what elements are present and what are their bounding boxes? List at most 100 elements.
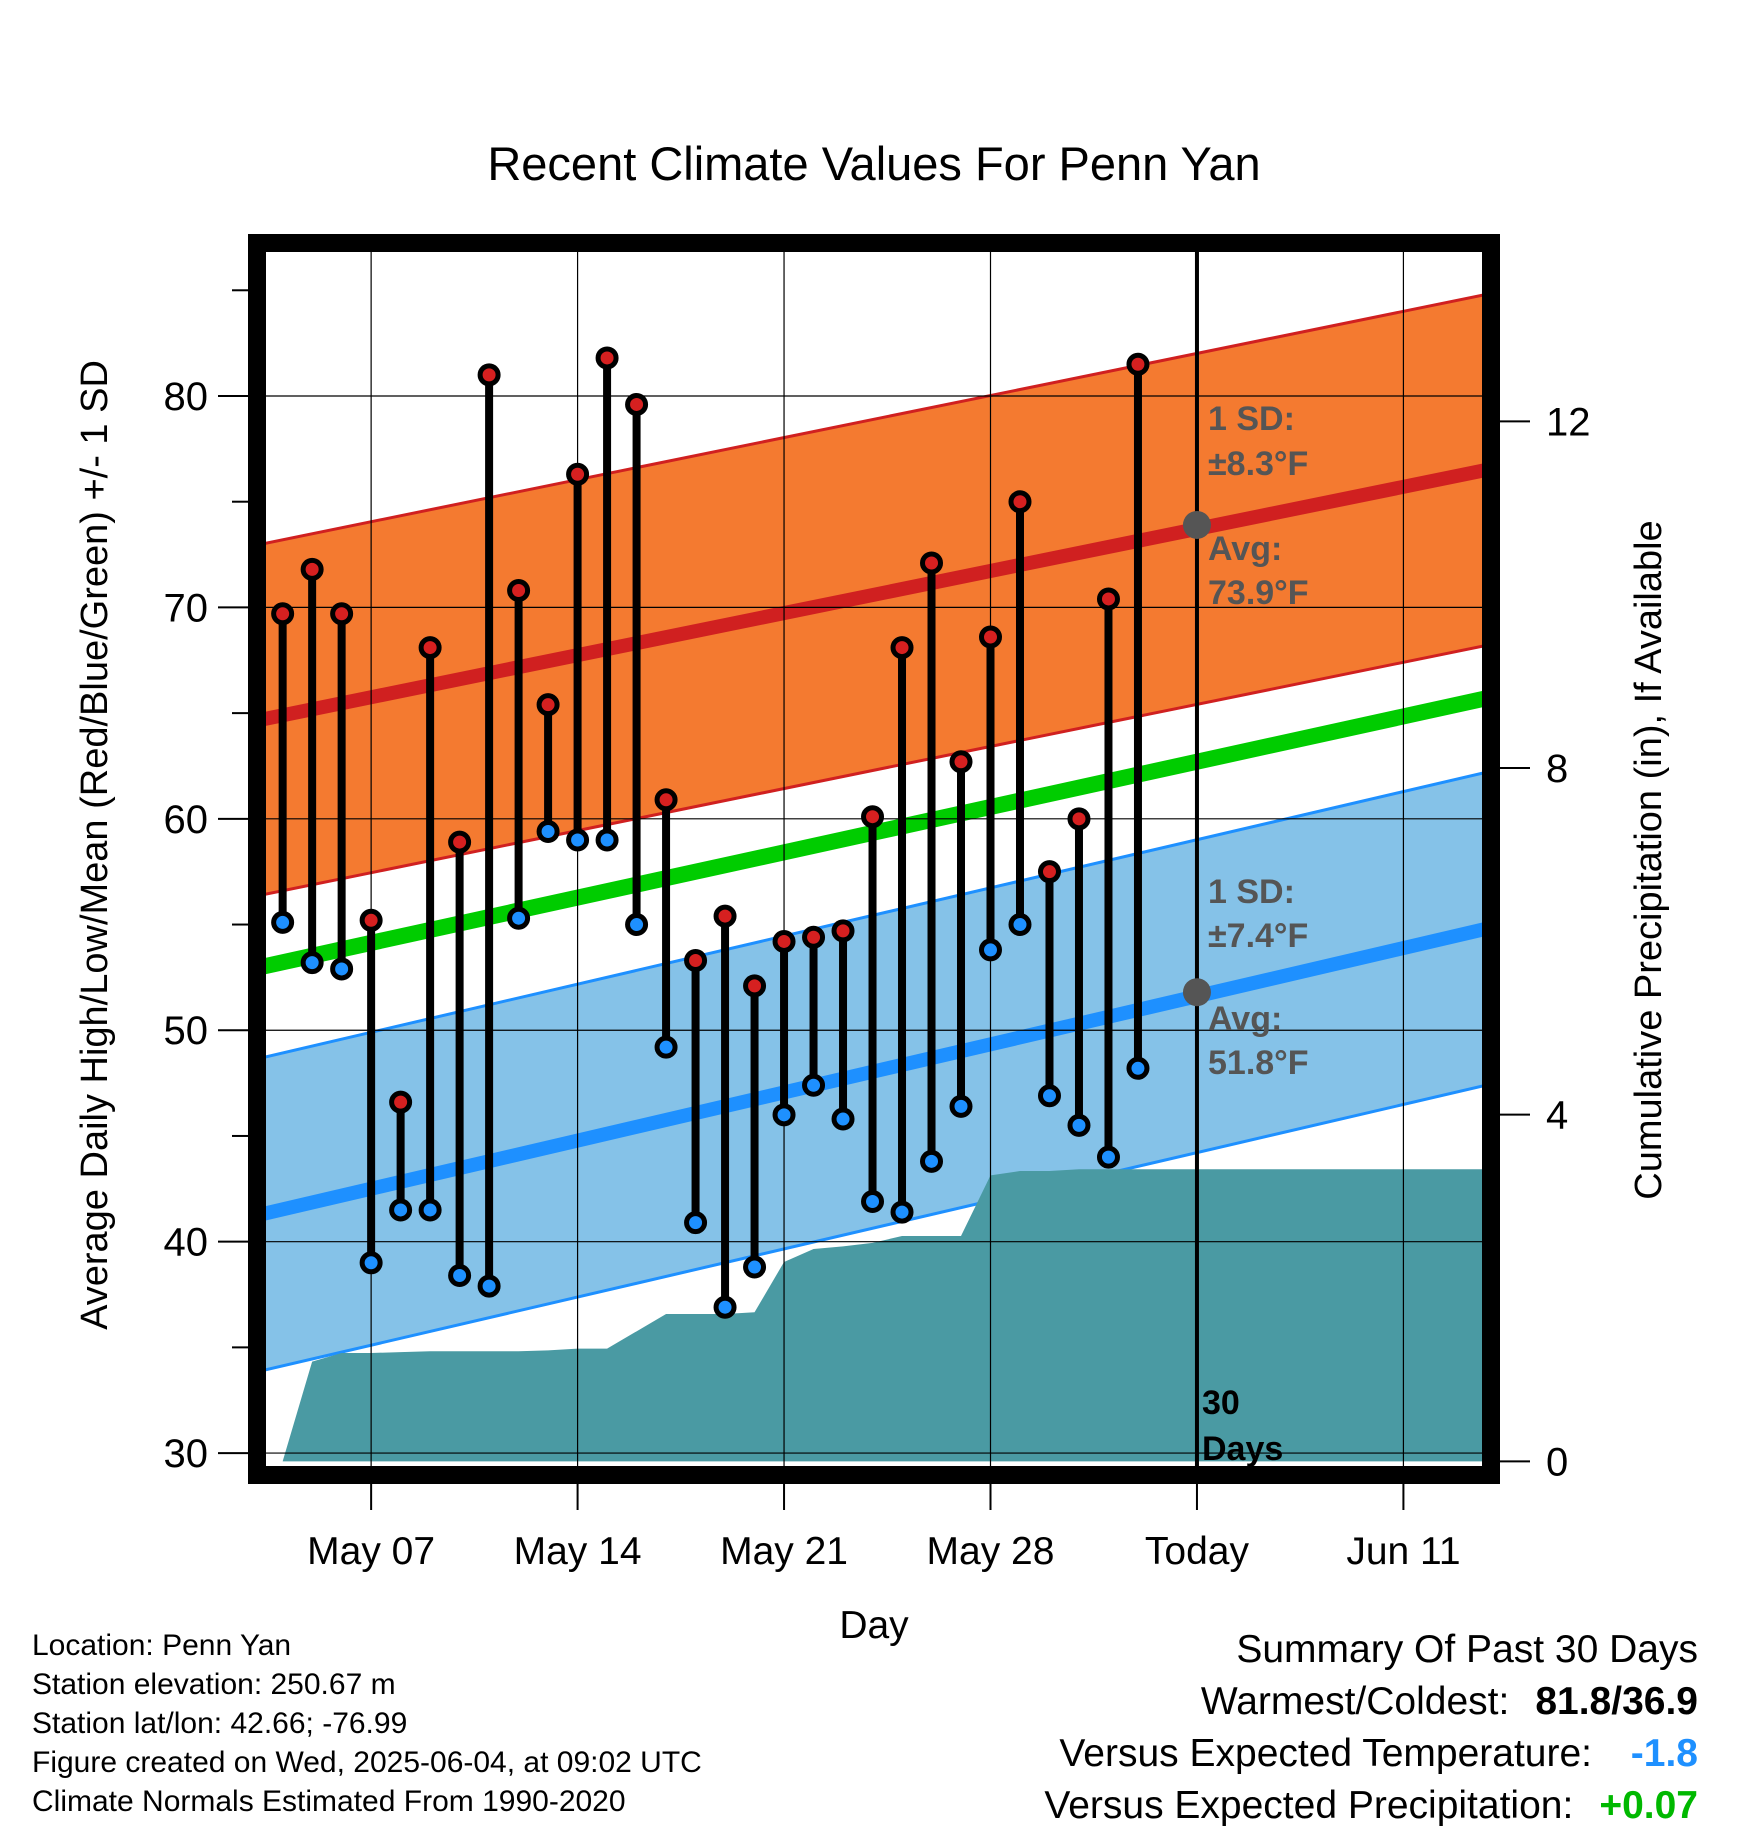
normals-text: Climate Normals Estimated From 1990-2020 bbox=[32, 1785, 626, 1818]
daily-high-point bbox=[772, 929, 796, 953]
daily-high-point bbox=[595, 346, 619, 370]
x-tick-label: May 07 bbox=[307, 1530, 435, 1573]
y-tick-label: 70 bbox=[164, 586, 209, 630]
daily-high-point bbox=[802, 925, 826, 949]
x-axis-label: Day bbox=[839, 1604, 909, 1647]
daily-high-point bbox=[890, 636, 914, 660]
y2-tick-label: 12 bbox=[1546, 400, 1591, 444]
daily-high-point bbox=[979, 625, 1003, 649]
y-tick-label: 60 bbox=[164, 798, 209, 842]
summary-temp-row: Versus Expected Temperature: -1.8 bbox=[1044, 1728, 1698, 1780]
daily-high-point bbox=[920, 551, 944, 575]
x-tick-label: May 21 bbox=[720, 1530, 848, 1573]
daily-high-point bbox=[359, 908, 383, 932]
daily-high-point bbox=[743, 974, 767, 998]
location-text: Location: Penn Yan bbox=[32, 1629, 292, 1662]
elevation-text: Station elevation: 250.67 m bbox=[32, 1668, 396, 1701]
daily-low-point bbox=[448, 1263, 472, 1287]
daily-high-point bbox=[389, 1090, 413, 1114]
daily-low-point bbox=[743, 1255, 767, 1279]
daily-low-point bbox=[1037, 1084, 1061, 1108]
x-tick-label: May 28 bbox=[927, 1530, 1055, 1573]
normal-high-upper-sd-line bbox=[262, 293, 1486, 546]
daily-low-point bbox=[1008, 913, 1032, 937]
daily-high-point bbox=[625, 392, 649, 416]
daily-low-point bbox=[684, 1211, 708, 1235]
today-high-average-dot bbox=[1182, 510, 1211, 539]
daily-low-point bbox=[1158, 0, 1176, 9]
temp-anomaly-value: -1.8 bbox=[1630, 1732, 1698, 1775]
low-sd-label: 1 SD: bbox=[1208, 873, 1295, 911]
latlon-text: Station lat/lon: 42.66; -76.99 bbox=[32, 1707, 408, 1740]
y2-tick-label: 0 bbox=[1546, 1440, 1568, 1484]
high-sd-value: ±8.3°F bbox=[1208, 445, 1308, 483]
daily-high-point bbox=[1158, 0, 1176, 9]
daily-high-point bbox=[831, 919, 855, 943]
low-avg-label: Avg: bbox=[1208, 1000, 1282, 1038]
plot-area bbox=[262, 0, 1486, 1470]
daily-high-point bbox=[1008, 490, 1032, 514]
high-avg-label: Avg: bbox=[1208, 530, 1282, 568]
station-info: Location: Penn Yan Station elevation: 25… bbox=[32, 1626, 702, 1821]
daily-low-point bbox=[359, 1251, 383, 1275]
daily-low-point bbox=[507, 906, 531, 930]
daily-low-point bbox=[389, 1198, 413, 1222]
summary-title: Summary Of Past 30 Days bbox=[1236, 1628, 1698, 1671]
daily-high-point bbox=[654, 788, 678, 812]
summary-panel: Summary Of Past 30 Days Warmest/Coldest:… bbox=[1044, 1624, 1698, 1832]
daily-low-point bbox=[1096, 1145, 1120, 1169]
warm-cold-value: 81.8/36.9 bbox=[1535, 1680, 1698, 1723]
low-sd-value: ±7.4°F bbox=[1208, 917, 1308, 955]
created-text: Figure created on Wed, 2025-06-04, at 09… bbox=[32, 1746, 702, 1779]
daily-low-point bbox=[861, 1189, 885, 1213]
daily-low-point bbox=[300, 951, 324, 975]
daily-high-point bbox=[300, 557, 324, 581]
x-tick-label: May 14 bbox=[514, 1530, 642, 1573]
high-sd-label: 1 SD: bbox=[1208, 400, 1295, 438]
daily-high-point bbox=[448, 830, 472, 854]
daily-low-point bbox=[949, 1094, 973, 1118]
daily-high-point bbox=[477, 363, 501, 387]
daily-low-point bbox=[979, 938, 1003, 962]
daily-low-point bbox=[890, 1200, 914, 1224]
normal-low-lower-sd-line bbox=[262, 1083, 1486, 1373]
daily-low-point bbox=[566, 828, 590, 852]
today-low-average-dot bbox=[1182, 978, 1211, 1007]
summary-precip-row: Versus Expected Precipitation: +0.07 bbox=[1044, 1780, 1698, 1832]
axis-titles: Day Average Daily High/Low/Mean (Red/Blu… bbox=[74, 360, 1670, 1647]
x-tick-label: Jun 11 bbox=[1346, 1530, 1460, 1573]
daily-low-point bbox=[595, 828, 619, 852]
days-count-label: 30 bbox=[1202, 1384, 1240, 1422]
daily-low-point bbox=[1126, 1056, 1150, 1080]
daily-low-point bbox=[920, 1149, 944, 1173]
daily-high-point bbox=[713, 904, 737, 928]
precipitation-area bbox=[282, 1169, 1486, 1462]
daily-high-point bbox=[330, 602, 354, 626]
daily-high-point bbox=[1067, 807, 1091, 831]
plot-frame bbox=[248, 234, 1500, 1484]
low-avg-value: 51.8°F bbox=[1208, 1044, 1309, 1082]
daily-low-point bbox=[802, 1073, 826, 1097]
daily-high-point bbox=[271, 602, 295, 626]
daily-low-point bbox=[330, 957, 354, 981]
daily-low-point bbox=[831, 1107, 855, 1131]
daily-high-point bbox=[1037, 860, 1061, 884]
y-tick-label: 40 bbox=[164, 1221, 209, 1265]
daily-high-point bbox=[949, 750, 973, 774]
y2-tick-label: 4 bbox=[1546, 1094, 1568, 1138]
high-avg-value: 73.9°F bbox=[1208, 574, 1309, 612]
daily-low-point bbox=[772, 1103, 796, 1127]
daily-high-point bbox=[861, 805, 885, 829]
daily-high-point bbox=[536, 693, 560, 717]
temp-anomaly-label: Versus Expected Temperature: bbox=[1059, 1732, 1592, 1775]
axes: 30 40 50 60 70 80 0 4 8 12 May 07 May 14 May 21 May 2… bbox=[164, 289, 1591, 1573]
y-tick-label: 80 bbox=[164, 375, 209, 419]
precip-anomaly-label: Versus Expected Precipitation: bbox=[1044, 1784, 1574, 1827]
y-tick-label: 30 bbox=[164, 1432, 209, 1476]
days-word-label: Days bbox=[1202, 1430, 1283, 1468]
y2-tick-label: 8 bbox=[1546, 747, 1568, 791]
warm-cold-label: Warmest/Coldest: bbox=[1200, 1680, 1510, 1723]
daily-low-point bbox=[418, 1198, 442, 1222]
normal-high-average-line bbox=[262, 463, 1486, 727]
